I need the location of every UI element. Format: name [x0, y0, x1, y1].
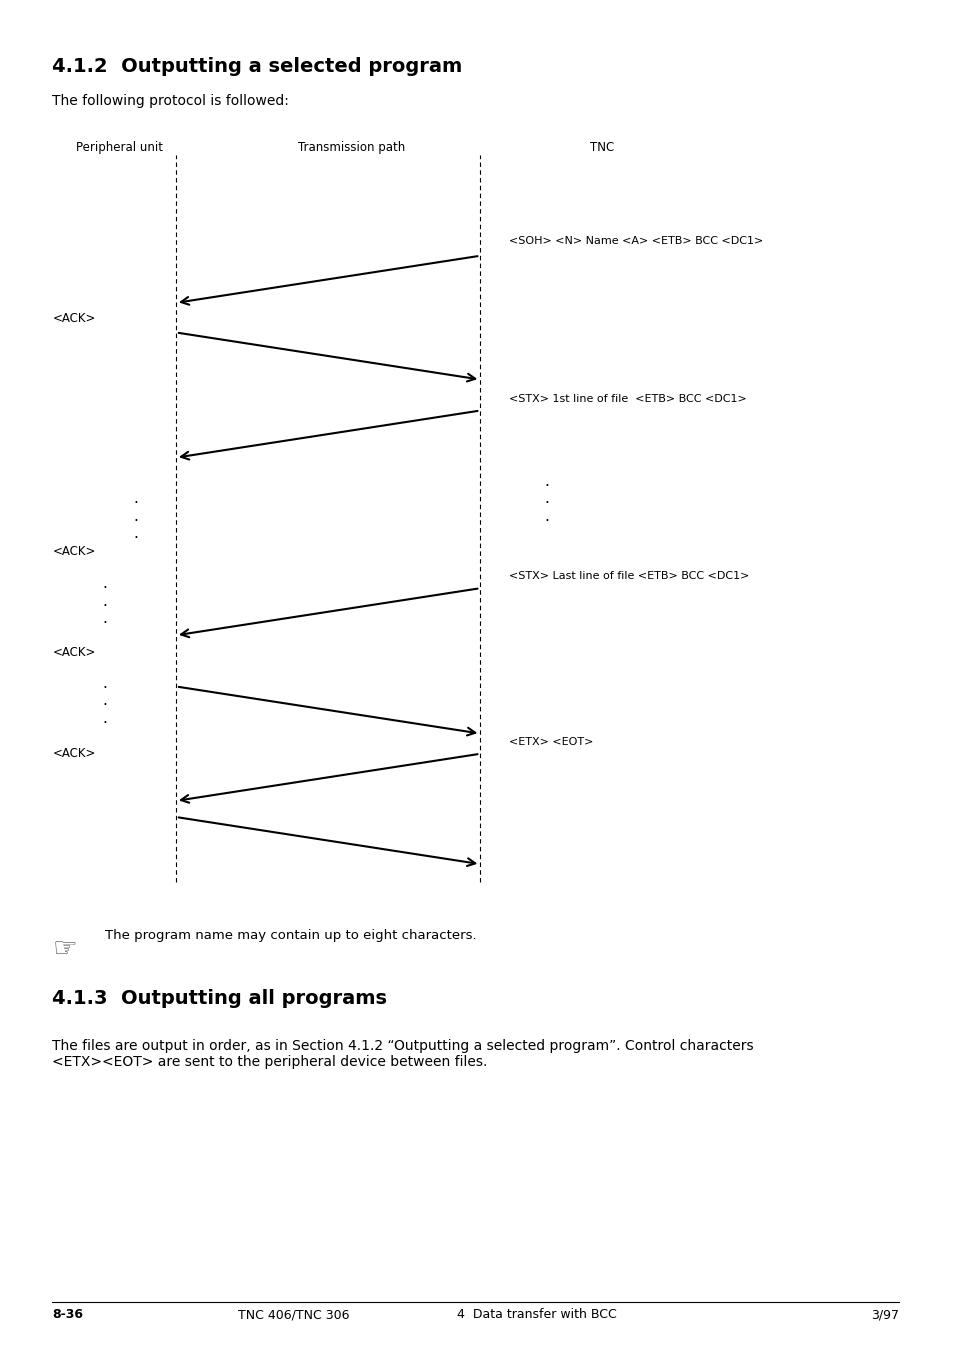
Text: 4.1.3  Outputting all programs: 4.1.3 Outputting all programs [52, 989, 387, 1008]
Text: <ACK>: <ACK> [52, 312, 95, 326]
Text: .: . [133, 491, 138, 506]
Text: 4.1.2  Outputting a selected program: 4.1.2 Outputting a selected program [52, 57, 462, 75]
Text: <ACK>: <ACK> [52, 747, 95, 760]
Text: <STX> 1st line of file  <ETB> BCC <DC1>: <STX> 1st line of file <ETB> BCC <DC1> [508, 394, 746, 404]
Text: .: . [103, 594, 108, 608]
Text: The following protocol is followed:: The following protocol is followed: [52, 94, 289, 108]
Text: The program name may contain up to eight characters.: The program name may contain up to eight… [105, 929, 476, 942]
Text: 8-36: 8-36 [52, 1308, 83, 1322]
Text: .: . [133, 526, 138, 541]
Text: 4  Data transfer with BCC: 4 Data transfer with BCC [456, 1308, 616, 1322]
Text: Peripheral unit: Peripheral unit [76, 141, 163, 155]
Text: <ETX> <EOT>: <ETX> <EOT> [508, 738, 593, 747]
Text: .: . [543, 509, 548, 524]
Text: .: . [103, 611, 108, 626]
Text: Transmission path: Transmission path [298, 141, 405, 155]
Text: <ACK>: <ACK> [52, 545, 95, 559]
Text: <SOH> <N> Name <A> <ETB> BCC <DC1>: <SOH> <N> Name <A> <ETB> BCC <DC1> [508, 237, 762, 246]
Text: .: . [103, 711, 108, 725]
Text: .: . [133, 509, 138, 524]
Text: TNC 406/TNC 306: TNC 406/TNC 306 [237, 1308, 349, 1322]
Text: <ACK>: <ACK> [52, 646, 95, 660]
Text: ☞: ☞ [52, 935, 77, 964]
Text: .: . [543, 474, 548, 489]
Text: The files are output in order, as in Section 4.1.2 “Outputting a selected progra: The files are output in order, as in Sec… [52, 1039, 753, 1069]
Text: .: . [543, 491, 548, 506]
Text: .: . [103, 676, 108, 690]
Text: TNC: TNC [589, 141, 614, 155]
Text: .: . [103, 693, 108, 708]
Text: <STX> Last line of file <ETB> BCC <DC1>: <STX> Last line of file <ETB> BCC <DC1> [508, 572, 748, 581]
Text: 3/97: 3/97 [870, 1308, 898, 1322]
Text: .: . [103, 576, 108, 591]
